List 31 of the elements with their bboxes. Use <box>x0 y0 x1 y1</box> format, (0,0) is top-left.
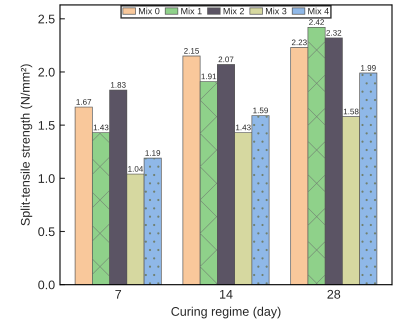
legend-label: Mix 4 <box>308 8 329 14</box>
legend-label: Mix 0 <box>138 8 160 14</box>
data-label: 1.83 <box>110 82 126 88</box>
y-tick-label: 0.5 <box>38 227 55 236</box>
y-tick-label: 2.0 <box>38 68 55 77</box>
data-label: 1.43 <box>236 124 251 130</box>
y-tick-label: 1.0 <box>38 174 55 183</box>
legend-label: Mix 2 <box>224 8 244 14</box>
data-label: 1.58 <box>344 108 359 114</box>
x-tick-label: 7 <box>115 290 122 299</box>
data-label: 2.07 <box>218 56 234 62</box>
data-label: 2.32 <box>326 30 342 36</box>
data-label: 2.42 <box>309 19 324 25</box>
data-label: 2.15 <box>184 48 200 54</box>
x-axis-title: Curing regime (day) <box>171 306 280 318</box>
data-label: 1.43 <box>94 124 108 130</box>
data-label: 1.67 <box>76 99 92 105</box>
data-label: 1.59 <box>253 108 268 114</box>
x-tick-label: 28 <box>327 290 340 299</box>
data-label: 1.19 <box>145 150 160 156</box>
y-tick-label: 1.5 <box>38 121 55 130</box>
y-tick-label: 0.0 <box>38 280 55 290</box>
data-label: 1.99 <box>361 65 376 71</box>
y-tick-label: 2.5 <box>38 14 55 24</box>
legend-label: Mix 1 <box>181 8 202 14</box>
data-label: 2.23 <box>292 40 307 46</box>
x-tick-label: 14 <box>220 290 233 299</box>
legend-label: Mix 3 <box>266 8 286 14</box>
y-axis-title: Split-tensile strength (N/mm²) <box>20 64 32 226</box>
data-label: 1.04 <box>128 166 144 172</box>
data-label: 1.91 <box>202 74 216 80</box>
